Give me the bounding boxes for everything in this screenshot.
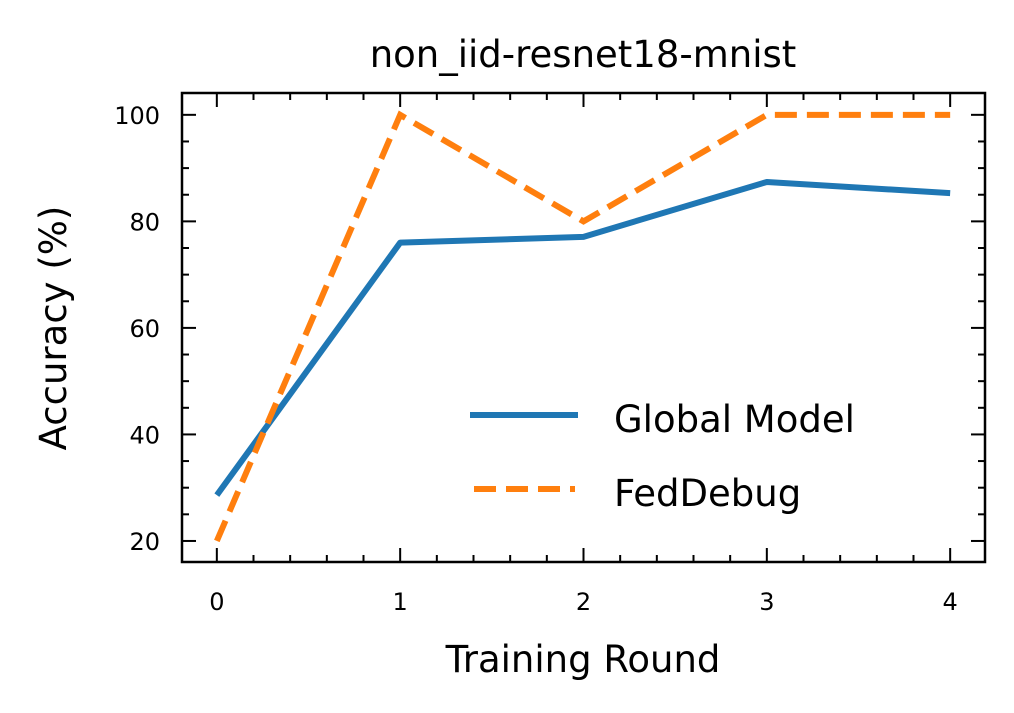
series-line-feddebug <box>214 110 951 543</box>
y-tick-label: 20 <box>129 528 160 556</box>
x-tick-label: 3 <box>759 588 774 616</box>
y-tick-label: 60 <box>129 315 160 343</box>
y-tick-label: 80 <box>129 208 160 236</box>
x-axis-label: Training Round <box>445 638 721 681</box>
x-tick-label: 1 <box>393 588 408 616</box>
x-tick-label: 4 <box>943 588 958 616</box>
chart-title: non_iid-resnet18-mnist <box>370 33 797 76</box>
series-line-global-model <box>214 178 951 497</box>
y-axis-label: Accuracy (%) <box>32 206 75 451</box>
x-tick-label: 2 <box>576 588 591 616</box>
x-tick-label: 0 <box>209 588 224 616</box>
legend-label-feddebug: FedDebug <box>614 472 801 515</box>
legend-label-global-model: Global Model <box>614 398 855 441</box>
y-tick-label: 40 <box>129 421 160 449</box>
legend: Global Model FedDebug <box>470 398 855 515</box>
y-tick-label: 100 <box>114 102 160 130</box>
plot-frame <box>180 91 987 564</box>
